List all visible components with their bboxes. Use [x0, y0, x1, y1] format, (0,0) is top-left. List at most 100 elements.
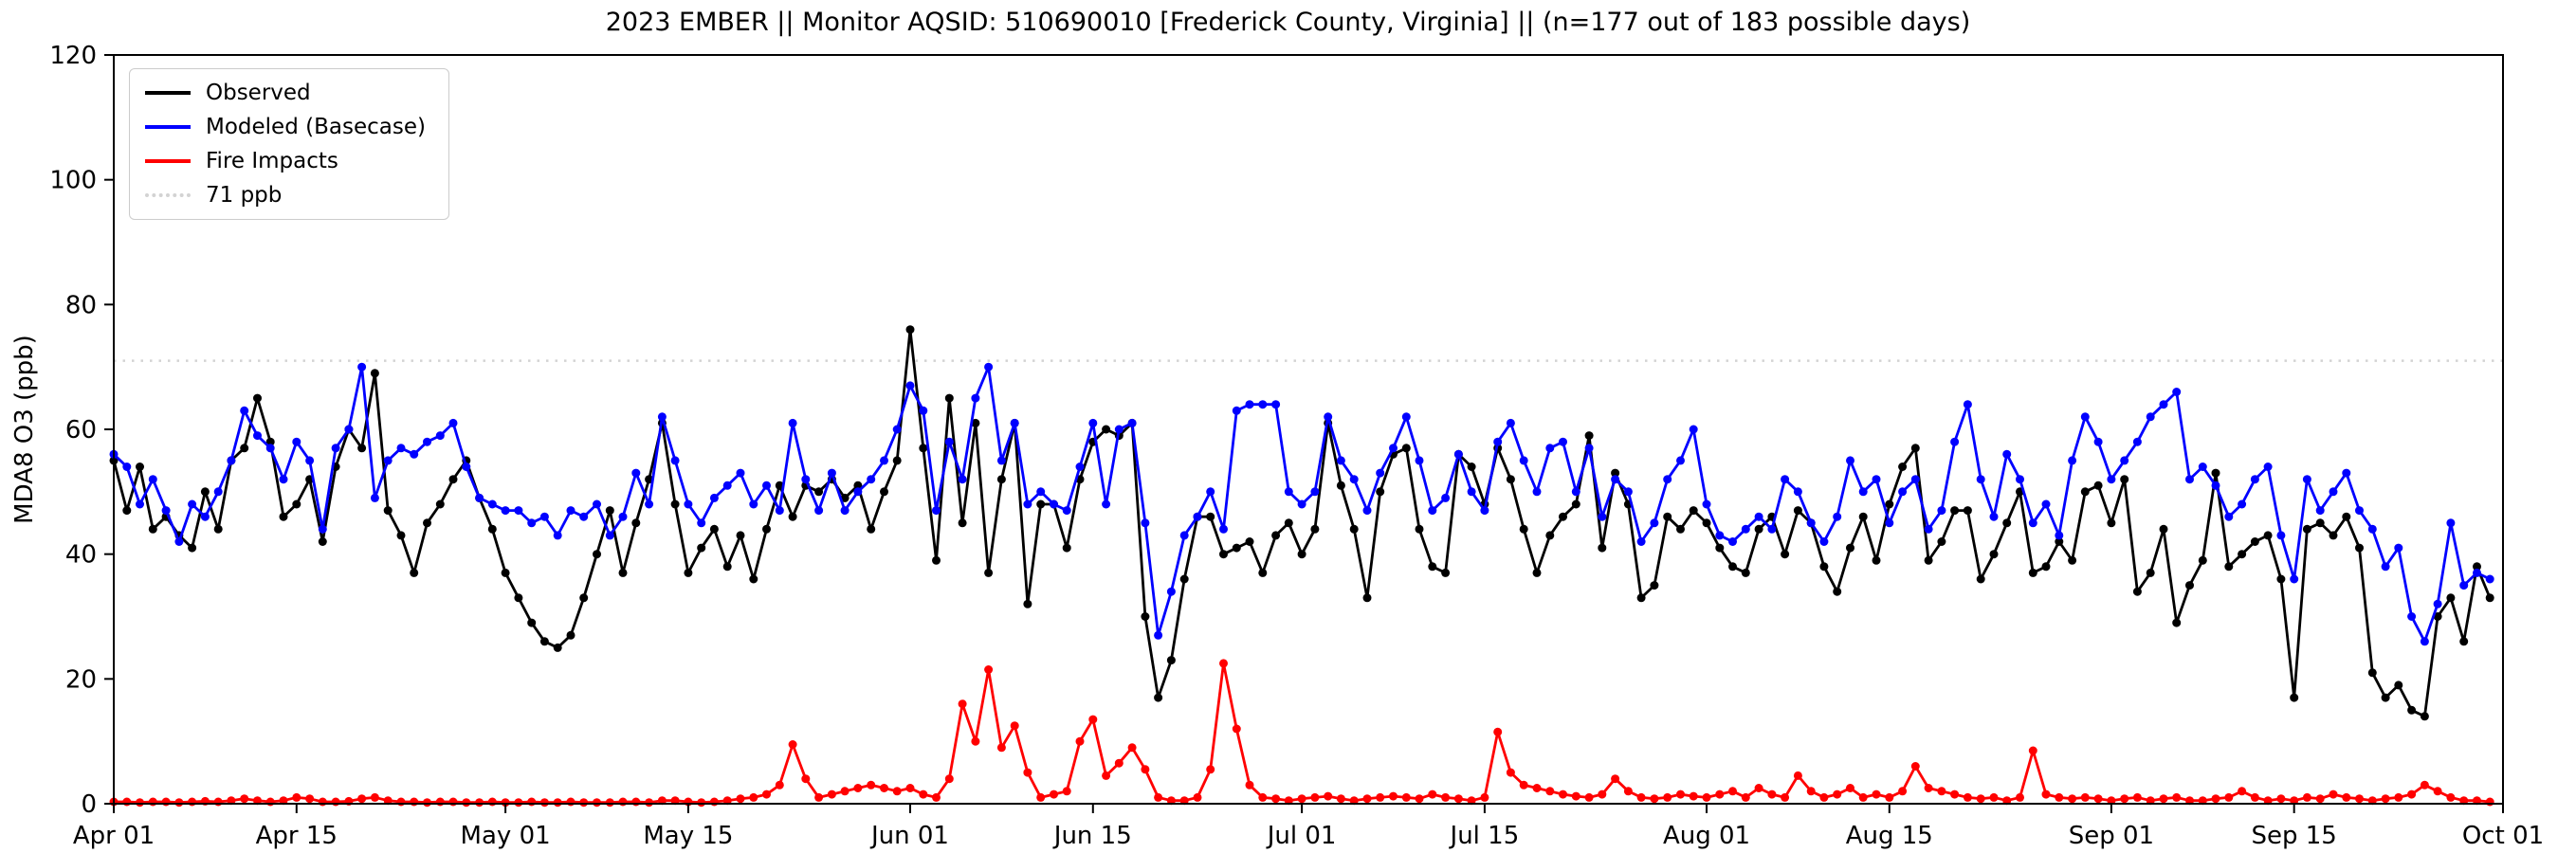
data-point: [1611, 774, 1620, 784]
legend: Observed Modeled (Basecase) Fire Impacts…: [129, 68, 449, 220]
data-point: [514, 798, 523, 808]
data-point: [253, 393, 262, 403]
data-point: [357, 794, 367, 804]
data-point: [1976, 574, 1985, 584]
data-point: [709, 493, 719, 502]
data-point: [697, 798, 706, 808]
data-point: [475, 493, 484, 502]
data-point: [383, 506, 393, 516]
data-point: [1453, 449, 1463, 459]
data-point: [2315, 506, 2325, 516]
data-point: [593, 798, 601, 808]
data-point: [1702, 792, 1711, 802]
data-point: [2329, 789, 2338, 799]
data-point: [357, 362, 367, 372]
data-point: [1989, 512, 1999, 521]
series-line: [112, 328, 2492, 718]
data-point: [2172, 388, 2182, 396]
data-point: [136, 798, 144, 808]
data-point: [1663, 512, 1672, 521]
data-point: [2459, 581, 2469, 590]
data-point: [396, 531, 406, 540]
data-point: [240, 406, 249, 415]
data-point: [984, 568, 994, 577]
data-point: [2407, 612, 2417, 621]
data-point: [1663, 475, 1672, 484]
data-point: [1885, 499, 1894, 509]
data-point: [762, 789, 771, 799]
data-point: [1924, 555, 1933, 565]
data-point: [2172, 618, 2182, 627]
data-point: [880, 784, 888, 792]
data-point: [227, 456, 236, 465]
data-point: [227, 796, 236, 806]
x-tick-label: Jun 01: [869, 822, 949, 850]
data-point: [1493, 727, 1503, 736]
data-point: [1532, 487, 1542, 497]
data-point: [645, 499, 654, 509]
data-point: [1324, 791, 1333, 801]
data-point: [331, 797, 340, 807]
data-point: [1467, 487, 1476, 497]
data-point: [161, 797, 171, 807]
x-tick-label: Aug 15: [1846, 822, 1933, 850]
data-point: [1206, 512, 1215, 521]
data-point: [1232, 406, 1241, 415]
data-point: [1858, 512, 1868, 521]
data-point: [1310, 487, 1320, 497]
data-point: [919, 406, 928, 415]
data-point: [213, 524, 223, 534]
data-point: [148, 797, 157, 807]
data-point: [996, 743, 1006, 753]
data-point: [2041, 562, 2051, 572]
data-point: [357, 444, 367, 453]
data-point: [1023, 768, 1032, 777]
data-point: [827, 468, 836, 478]
data-point: [448, 475, 458, 484]
data-point: [944, 437, 954, 446]
data-point: [1010, 721, 1019, 731]
data-point: [1245, 780, 1254, 789]
data-point: [1623, 487, 1633, 497]
data-point: [814, 506, 824, 516]
data-point: [697, 518, 706, 528]
y-tick-label: 20: [65, 665, 97, 694]
data-point: [1898, 787, 1908, 796]
data-point: [722, 481, 732, 490]
data-point: [1154, 630, 1163, 640]
data-point: [2446, 518, 2456, 528]
data-point: [1728, 787, 1737, 796]
data-point: [370, 369, 379, 378]
x-tick-label: Oct 01: [2462, 822, 2544, 850]
data-point: [188, 499, 197, 509]
data-point: [618, 568, 628, 577]
data-point: [2041, 789, 2051, 799]
data-point: [148, 524, 157, 534]
data-point: [1271, 531, 1281, 540]
data-point: [919, 444, 928, 453]
data-point: [462, 798, 471, 808]
data-point: [1559, 789, 1567, 799]
data-point: [605, 798, 614, 808]
data-point: [2185, 475, 2194, 484]
data-point: [2093, 794, 2103, 804]
legend-item-observed: Observed: [145, 81, 426, 105]
data-point: [1258, 568, 1268, 577]
data-point: [265, 437, 275, 446]
data-point: [2381, 693, 2390, 702]
data-point: [2485, 593, 2494, 603]
data-point: [1415, 794, 1424, 804]
data-point: [2028, 518, 2037, 528]
x-tick-label: Sep 01: [2069, 822, 2154, 850]
data-point: [853, 784, 863, 792]
data-point: [736, 468, 745, 478]
data-point: [501, 506, 510, 516]
data-point: [2355, 506, 2364, 516]
data-point: [932, 792, 941, 802]
data-point: [2302, 475, 2311, 484]
data-point: [2028, 568, 2037, 577]
data-point: [279, 512, 288, 521]
data-point: [122, 797, 132, 807]
x-tick-label: Jun 15: [1052, 822, 1132, 850]
